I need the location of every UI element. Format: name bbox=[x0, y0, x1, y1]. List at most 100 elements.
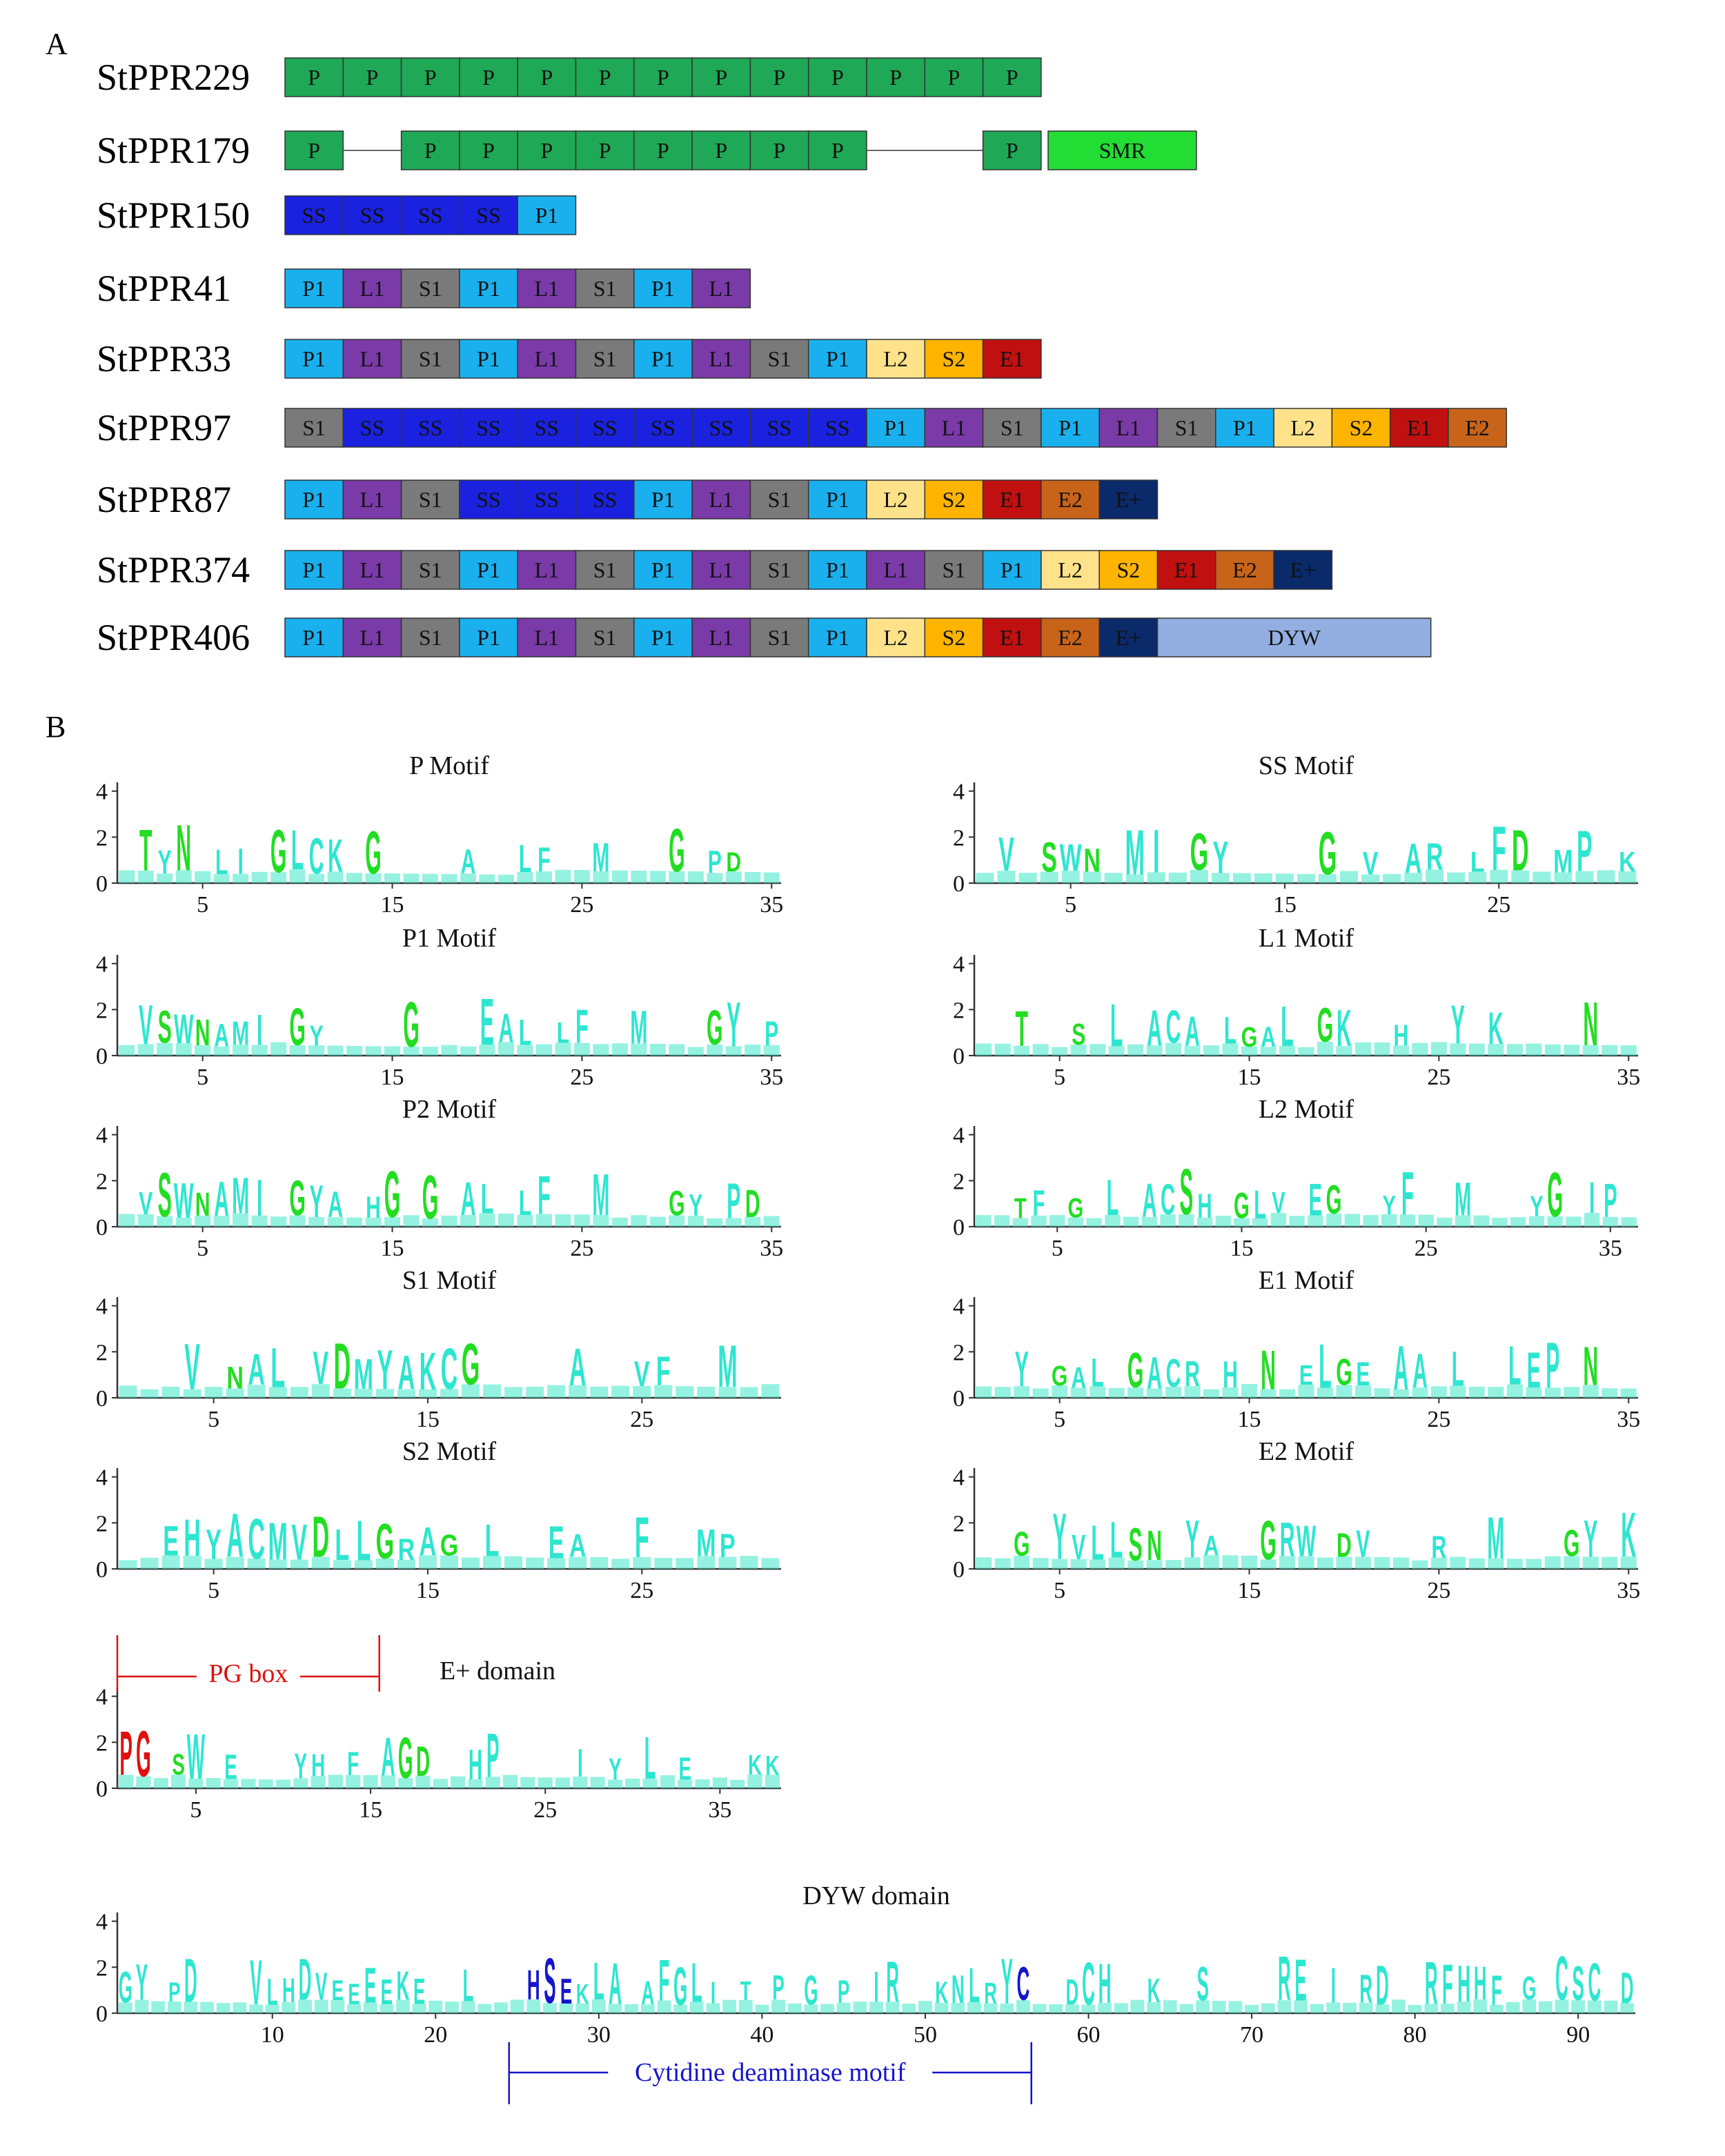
logo-filler bbox=[249, 2004, 264, 2013]
logo-filler bbox=[1065, 2004, 1079, 2013]
logo-filler bbox=[1437, 1217, 1452, 1227]
logo-filler bbox=[412, 2004, 426, 2013]
logo-filler bbox=[384, 873, 401, 883]
domain-label: P1 bbox=[477, 346, 500, 371]
logo-filler bbox=[1544, 1044, 1561, 1056]
y-tick-label: 2 bbox=[953, 998, 965, 1023]
x-tick-label: 25 bbox=[1414, 1236, 1438, 1261]
logo-filler bbox=[1104, 873, 1123, 883]
logo-letter: F bbox=[1401, 1160, 1414, 1228]
logo-filler bbox=[418, 1389, 437, 1398]
logo-filler bbox=[1277, 2000, 1292, 2013]
logo-letter: E bbox=[224, 1748, 237, 1787]
logo-letter: K bbox=[420, 1341, 437, 1401]
logo-letter: F bbox=[538, 840, 550, 879]
logo-letter: W bbox=[1060, 835, 1082, 879]
logo-letter: E bbox=[381, 1972, 393, 2012]
logo-letter: N bbox=[1147, 1523, 1162, 1570]
logo-filler bbox=[1488, 1387, 1504, 1398]
domain-label: S1 bbox=[419, 276, 442, 301]
logo-filler bbox=[1601, 1388, 1618, 1398]
logo-filler bbox=[1294, 2000, 1308, 2013]
domain-label: E1 bbox=[1174, 557, 1199, 582]
logo-letter: N bbox=[195, 1186, 210, 1223]
logo-letter: G bbox=[365, 818, 382, 887]
domain-label: E+ bbox=[1116, 487, 1142, 512]
x-tick-label: 25 bbox=[1487, 892, 1510, 918]
logo-filler bbox=[1383, 873, 1401, 883]
domain-label: S2 bbox=[1116, 557, 1140, 582]
logo-letter: L bbox=[215, 842, 228, 882]
logo-filler bbox=[633, 1385, 651, 1398]
domain-label: P bbox=[308, 138, 320, 163]
domain-label: P1 bbox=[884, 415, 907, 440]
logo-letter: E bbox=[1527, 1341, 1541, 1398]
logo-filler bbox=[1298, 1047, 1314, 1056]
logo-filler bbox=[1450, 1385, 1466, 1398]
logo-letter: E bbox=[413, 1970, 425, 2012]
logo-letter: S bbox=[1573, 1957, 1584, 2011]
domain-label: P1 bbox=[651, 346, 675, 371]
domain-label: P bbox=[948, 65, 960, 90]
logo-filler bbox=[290, 1387, 308, 1398]
logo-filler bbox=[1168, 872, 1187, 883]
logo-filler bbox=[1620, 2003, 1635, 2013]
logo-filler bbox=[1564, 1387, 1580, 1398]
logo-filler bbox=[1601, 1045, 1618, 1056]
logo-filler bbox=[213, 1216, 230, 1227]
logo-filler bbox=[718, 1387, 737, 1398]
logo-filler bbox=[375, 1558, 394, 1569]
logo-filler bbox=[1241, 1384, 1258, 1398]
logo-filler bbox=[504, 1556, 523, 1569]
logo-filler bbox=[1061, 871, 1080, 883]
logo-filler bbox=[649, 1043, 666, 1056]
logo-filler bbox=[593, 871, 609, 883]
logo-filler bbox=[1404, 873, 1423, 883]
domain-label: P1 bbox=[302, 625, 326, 650]
domain-label: L2 bbox=[883, 625, 908, 650]
logo-letter: K bbox=[765, 1750, 779, 1781]
domain-block-P1 bbox=[807, 550, 867, 590]
logo-letter: S bbox=[158, 1002, 172, 1054]
logo-filler bbox=[1564, 1556, 1580, 1569]
logo-filler bbox=[967, 2001, 981, 2013]
logo-letter: R bbox=[1280, 1513, 1295, 1567]
logo-filler bbox=[611, 1217, 628, 1227]
logo-filler bbox=[268, 1559, 287, 1569]
logo-filler bbox=[119, 1774, 134, 1788]
domain-label: SS bbox=[418, 415, 443, 440]
logo-filler bbox=[363, 1775, 378, 1788]
x-tick-label: 15 bbox=[416, 1578, 440, 1603]
logo-letter: R bbox=[1185, 1355, 1200, 1394]
logo-letter: C bbox=[1017, 1957, 1030, 2010]
logo-filler bbox=[526, 1557, 544, 1569]
logo-filler bbox=[497, 874, 515, 883]
logo-filler bbox=[479, 1213, 495, 1227]
logo-letter: N bbox=[1261, 1339, 1276, 1401]
logo-filler bbox=[649, 871, 666, 883]
domain-block-P bbox=[459, 130, 518, 170]
domain-label: S1 bbox=[419, 487, 442, 512]
logo-filler bbox=[1090, 1559, 1106, 1569]
logo-filler bbox=[1522, 1999, 1537, 2013]
logo-filler bbox=[1582, 1045, 1599, 1056]
logo-letter: N bbox=[195, 1013, 210, 1054]
logo-letter: A bbox=[499, 1005, 514, 1051]
logo-filler bbox=[1544, 1387, 1561, 1398]
domain-label: P bbox=[482, 138, 495, 163]
x-tick-label: 15 bbox=[359, 1797, 382, 1823]
logo-filler bbox=[755, 2004, 769, 2013]
logo-filler bbox=[461, 1384, 480, 1398]
logo-filler bbox=[976, 1215, 992, 1227]
logo-filler bbox=[1212, 2001, 1226, 2013]
x-tick-label: 15 bbox=[1238, 1578, 1261, 1603]
logo-letter: C bbox=[248, 1506, 265, 1571]
logo-filler bbox=[1620, 1388, 1637, 1398]
logo-title: E2 Motif bbox=[1259, 1437, 1354, 1466]
domain-label: P bbox=[715, 138, 727, 163]
logo-filler bbox=[119, 1045, 135, 1056]
logo-filler bbox=[1506, 1384, 1523, 1398]
logo-filler bbox=[346, 1774, 361, 1788]
logo-filler bbox=[1049, 2004, 1063, 2013]
logo-filler bbox=[763, 1216, 780, 1227]
